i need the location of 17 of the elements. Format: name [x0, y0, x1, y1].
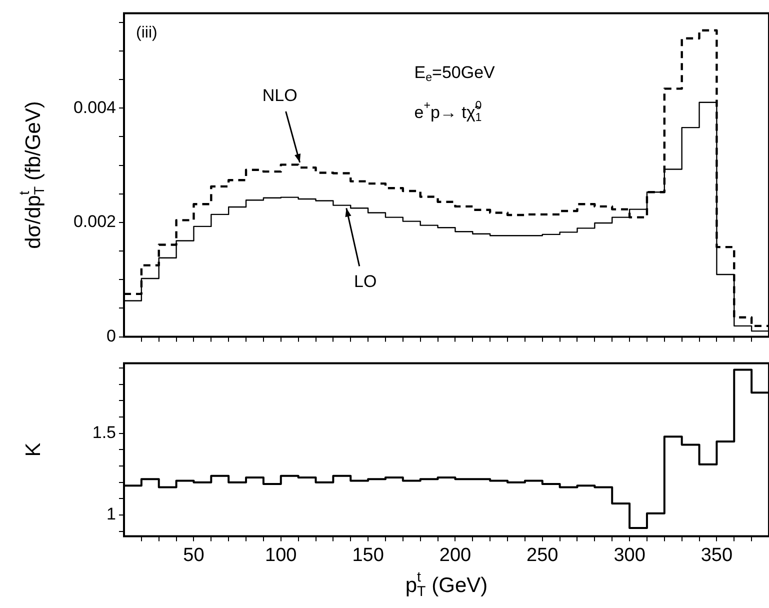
y-tick-label: 0.002: [73, 212, 116, 232]
x-tick-label: 100: [265, 544, 297, 566]
y-axis-title: dσ/dpTt (fb/GeV): [17, 101, 48, 249]
y-tick-label: 0: [106, 326, 116, 346]
x-tick-label: 200: [439, 544, 472, 566]
annotation: LO: [354, 272, 377, 291]
x-tick-label: 50: [183, 544, 204, 566]
annotation: NLO: [262, 86, 298, 106]
x-tick-label: 350: [700, 544, 733, 566]
y-tick-label: 1: [106, 504, 116, 524]
x-tick-label: 300: [614, 544, 646, 566]
x-tick-label: 150: [352, 544, 384, 566]
x-tick-label: 250: [526, 544, 558, 566]
y-tick-label: 0.004: [73, 98, 116, 117]
y-tick-label: 1.5: [92, 423, 116, 442]
y-axis-title: K: [22, 442, 45, 457]
annotation: (iii): [136, 24, 158, 42]
